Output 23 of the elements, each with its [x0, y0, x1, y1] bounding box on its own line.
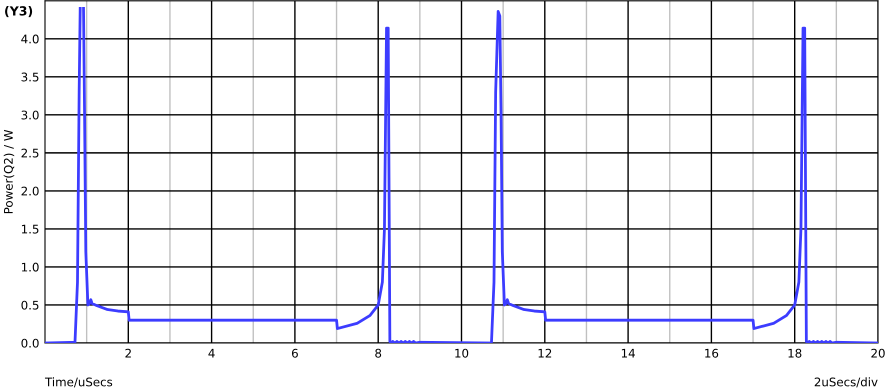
y-tick-label: 2.0 — [22, 186, 39, 196]
x-axis-title: Time/uSecs — [44, 377, 112, 388]
x-tick-label: 14 — [622, 348, 635, 358]
x-tick-label: 6 — [292, 348, 298, 358]
text: 2uSecs/div — [814, 377, 878, 388]
x-tick-label: 10 — [455, 348, 468, 358]
y-tick-label: 2.5 — [22, 148, 38, 158]
y-tick-label: 0.0 — [21, 338, 39, 348]
x-tick-label: 2 — [125, 348, 131, 358]
x-tick-label: 8 — [375, 348, 382, 358]
y-tick-label: 1.0 — [22, 262, 39, 272]
y-tick-label: 3.5 — [22, 72, 38, 82]
x-tick-label: 12 — [538, 348, 552, 358]
x-tick-label: 16 — [705, 348, 718, 358]
text: (Y3) — [5, 6, 32, 18]
x-tick-label: 20 — [871, 348, 885, 358]
x-tick-label: 4 — [208, 348, 215, 358]
y-tick-label: 3.0 — [22, 110, 39, 120]
y-tick-label: 0.5 — [21, 300, 38, 310]
y-axis-title: Power(Q2) / W — [4, 130, 14, 214]
y-tick-label: 4.0 — [21, 34, 39, 44]
x-tick-label: 18 — [788, 348, 802, 358]
y-tick-label: 1.5 — [22, 224, 38, 234]
